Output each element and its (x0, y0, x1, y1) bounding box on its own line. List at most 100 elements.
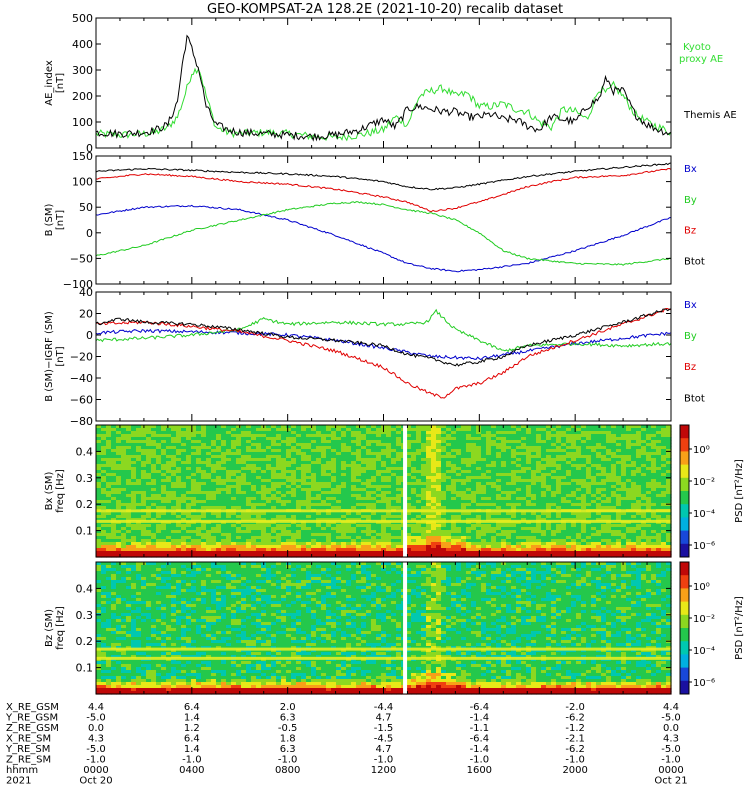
spectrogram-cell (556, 527, 562, 531)
spectrogram-cell (641, 437, 647, 441)
spectrogram-cell (316, 425, 322, 429)
spectrogram-cell (636, 536, 642, 540)
spectrogram-cell (271, 437, 277, 441)
spectrogram-cell (311, 479, 317, 483)
spectrogram-cell (436, 458, 442, 462)
spectrogram-cell (506, 467, 512, 471)
spectrogram-cell (251, 431, 257, 435)
spectrogram-cell (276, 548, 282, 552)
spectrogram-cell (226, 461, 232, 465)
spectrogram-cell (221, 491, 227, 495)
spectrogram-cell (301, 533, 307, 537)
spectrogram-cell (626, 491, 632, 495)
spectrogram-cell (576, 497, 582, 501)
spectrogram-cell (311, 539, 317, 543)
spectrogram-cell (161, 506, 167, 510)
spectrogram-cell (571, 515, 577, 519)
spectrogram-cell (371, 518, 377, 522)
spectrogram-cell (321, 527, 327, 531)
spectrogram-cell (521, 527, 527, 531)
spectrogram-cell (546, 470, 552, 474)
spectrogram-cell (551, 515, 557, 519)
spectrogram-cell (246, 482, 252, 486)
spectrogram-cell (116, 518, 122, 522)
spectrogram-cell (256, 455, 262, 459)
spectrogram-cell (131, 551, 137, 555)
spectrogram-cell (181, 467, 187, 471)
spectrogram-cell (461, 461, 467, 465)
spectrogram-cell (416, 476, 422, 480)
spectrogram-cell (266, 434, 272, 438)
spectrogram-cell (196, 533, 202, 537)
spectrogram-cell (351, 467, 357, 471)
spectrogram-cell (266, 542, 272, 546)
spectrogram-cell (356, 461, 362, 465)
spectrogram-cell (526, 461, 532, 465)
spectrogram-cell (161, 470, 167, 474)
spectrogram-cell (421, 443, 427, 447)
spectrogram-cell (306, 467, 312, 471)
spectrogram-cell (301, 494, 307, 498)
spectrogram-cell (476, 548, 482, 552)
spectrogram-cell (201, 524, 207, 528)
spectrogram-cell (131, 539, 137, 543)
spectrogram-cell (311, 467, 317, 471)
spectrogram-cell (496, 497, 502, 501)
spectrogram-cell (206, 524, 212, 528)
spectrogram-cell (631, 548, 637, 552)
spectrogram-cell (306, 494, 312, 498)
spectrogram-cell (356, 446, 362, 450)
spectrogram-cell (291, 548, 297, 552)
spectrogram-cell (536, 452, 542, 456)
spectrogram-cell (566, 479, 572, 483)
spectrogram-cell (96, 443, 102, 447)
spectrogram-cell (456, 539, 462, 543)
spectrogram-cell (436, 533, 442, 537)
spectrogram-cell (251, 515, 257, 519)
spectrogram-cell (646, 545, 652, 549)
spectrogram-cell (501, 485, 507, 489)
spectrogram-cell (106, 464, 112, 468)
spectrogram-cell (486, 518, 492, 522)
spectrogram-cell (191, 527, 197, 531)
spectrogram-cell (176, 458, 182, 462)
spectrogram-cell (171, 512, 177, 516)
spectrogram-cell (111, 434, 117, 438)
spectrogram-cell (291, 431, 297, 435)
spectrogram-cell (326, 470, 332, 474)
spectrogram-cell (146, 518, 152, 522)
spectrogram-cell (441, 506, 447, 510)
spectrogram-cell (151, 503, 157, 507)
spectrogram-cell (411, 506, 417, 510)
spectrogram-cell (421, 476, 427, 480)
spectrogram-cell (256, 482, 262, 486)
spectrogram-cell (666, 548, 672, 552)
spectrogram-cell (346, 518, 352, 522)
spectrogram-cell (266, 518, 272, 522)
spectrogram-cell (486, 488, 492, 492)
spectrogram-cell (556, 467, 562, 471)
spectrogram-cell (481, 467, 487, 471)
spectrogram-cell (266, 455, 272, 459)
spectrogram-cell (566, 497, 572, 501)
spectrogram-cell (356, 524, 362, 528)
spectrogram-cell (281, 455, 287, 459)
spectrogram-cell (661, 494, 667, 498)
spectrogram-cell (186, 551, 192, 555)
spectrogram-cell (196, 518, 202, 522)
spectrogram-cell (271, 524, 277, 528)
spectrogram-cell (666, 467, 672, 471)
spectrogram-cell (386, 497, 392, 501)
spectrogram-cell (546, 461, 552, 465)
spectrogram-cell (206, 431, 212, 435)
spectrogram-cell (176, 455, 182, 459)
spectrogram-cell (246, 473, 252, 477)
spectrogram-cell (251, 434, 257, 438)
spectrogram-cell (336, 497, 342, 501)
spectrogram-cell (121, 494, 127, 498)
spectrogram-cell (296, 515, 302, 519)
spectrogram-cell (376, 479, 382, 483)
spectrogram-cell (626, 527, 632, 531)
spectrogram-cell (506, 452, 512, 456)
spectrogram-cell (211, 476, 217, 480)
